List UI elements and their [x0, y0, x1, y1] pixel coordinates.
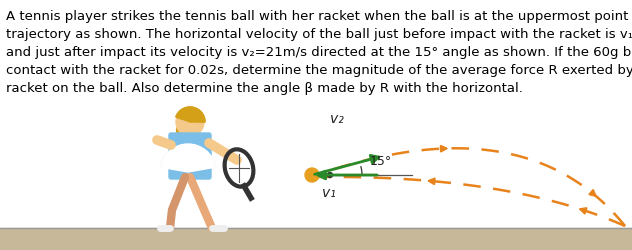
Circle shape: [327, 172, 332, 178]
Text: v₁: v₁: [322, 186, 336, 200]
Circle shape: [176, 108, 204, 136]
Wedge shape: [161, 144, 216, 172]
Text: A tennis player strikes the tennis ball with her racket when the ball is at the : A tennis player strikes the tennis ball …: [6, 10, 632, 23]
Wedge shape: [176, 107, 205, 122]
Circle shape: [305, 168, 319, 182]
Text: v₂: v₂: [330, 112, 344, 126]
Text: and just after impact its velocity is v₂=21m/s directed at the 15° angle as show: and just after impact its velocity is v₂…: [6, 46, 632, 59]
Wedge shape: [176, 107, 205, 122]
FancyBboxPatch shape: [169, 133, 211, 179]
Text: contact with the racket for 0.02s, determine the magnitude of the average force : contact with the racket for 0.02s, deter…: [6, 64, 632, 77]
Text: 15°: 15°: [370, 155, 392, 168]
Text: trajectory as shown. The horizontal velocity of the ball just before impact with: trajectory as shown. The horizontal velo…: [6, 28, 632, 41]
Wedge shape: [161, 144, 216, 168]
Text: racket on the ball. Also determine the angle β made by R with the horizontal.: racket on the ball. Also determine the a…: [6, 82, 523, 95]
Bar: [0, 228, 632, 250]
